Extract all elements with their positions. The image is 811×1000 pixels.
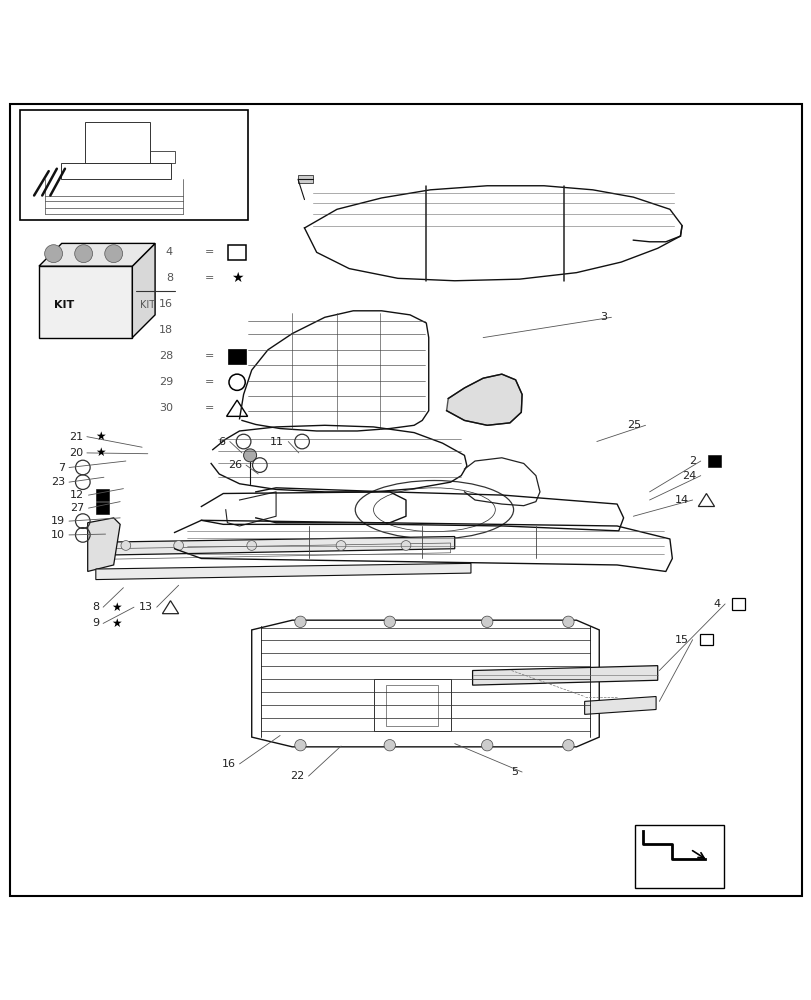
Text: 2: 2 [689, 456, 696, 466]
Text: 12: 12 [71, 490, 84, 500]
Polygon shape [88, 518, 120, 571]
Text: =: = [204, 377, 214, 387]
Bar [699, 634, 712, 645]
Circle shape [247, 541, 256, 550]
Polygon shape [584, 697, 655, 714]
Text: 4: 4 [713, 599, 720, 609]
Circle shape [481, 616, 492, 627]
Bar [707, 455, 720, 467]
Polygon shape [39, 243, 155, 266]
Text: 8: 8 [165, 273, 173, 283]
Text: 7: 7 [58, 463, 65, 473]
Bar [298, 175, 312, 183]
Circle shape [174, 541, 183, 550]
Circle shape [336, 541, 345, 550]
Bar [228, 245, 246, 260]
Circle shape [294, 740, 306, 751]
Circle shape [294, 616, 306, 627]
Polygon shape [97, 537, 454, 555]
Text: 15: 15 [674, 635, 688, 645]
Text: 16: 16 [159, 299, 173, 309]
Text: 21: 21 [69, 432, 83, 442]
Bar [385, 685, 438, 726]
Circle shape [121, 541, 131, 550]
Text: 4: 4 [165, 247, 173, 257]
Text: 13: 13 [139, 602, 152, 612]
Text: 19: 19 [51, 516, 65, 526]
Polygon shape [132, 243, 155, 338]
Bar [373, 679, 450, 731]
Circle shape [384, 740, 395, 751]
Text: 16: 16 [221, 759, 235, 769]
Text: ★: ★ [96, 446, 105, 459]
Text: 20: 20 [69, 448, 83, 458]
Polygon shape [472, 666, 657, 685]
Circle shape [562, 740, 573, 751]
Circle shape [75, 245, 92, 263]
Text: 10: 10 [51, 530, 65, 540]
Text: 5: 5 [510, 767, 517, 777]
Text: KIT: KIT [54, 300, 74, 310]
Circle shape [481, 740, 492, 751]
Bar [732, 598, 744, 610]
Text: ★: ★ [230, 271, 243, 285]
Text: 30: 30 [159, 403, 173, 413]
Text: 28: 28 [158, 351, 173, 361]
Text: 18: 18 [159, 325, 173, 335]
Bar [634, 825, 723, 888]
Text: 27: 27 [70, 503, 84, 513]
Text: 23: 23 [51, 477, 65, 487]
Text: KIT: KIT [140, 300, 156, 310]
Text: 29: 29 [158, 377, 173, 387]
Circle shape [243, 449, 256, 462]
Text: =: = [204, 351, 214, 361]
Text: 24: 24 [681, 471, 696, 481]
Polygon shape [39, 266, 132, 338]
Bar [96, 502, 109, 514]
Text: 25: 25 [627, 420, 641, 430]
Bar [20, 110, 247, 220]
Circle shape [105, 245, 122, 263]
Text: =: = [204, 247, 214, 257]
Text: ★: ★ [96, 430, 105, 443]
Text: 8: 8 [92, 602, 99, 612]
Circle shape [45, 245, 62, 263]
Text: =: = [204, 403, 214, 413]
Text: 9: 9 [92, 618, 99, 628]
Polygon shape [446, 374, 521, 425]
Bar [228, 349, 246, 364]
Circle shape [401, 541, 410, 550]
Text: 11: 11 [270, 437, 284, 447]
Bar [96, 489, 109, 501]
Text: ★: ★ [112, 601, 122, 614]
Text: 6: 6 [218, 437, 225, 447]
Polygon shape [96, 563, 470, 580]
Circle shape [562, 616, 573, 627]
Text: 3: 3 [599, 312, 607, 322]
Text: =: = [204, 273, 214, 283]
Text: 14: 14 [674, 495, 688, 505]
Text: ★: ★ [112, 617, 122, 630]
Text: 26: 26 [228, 460, 242, 470]
Text: 22: 22 [290, 771, 304, 781]
Circle shape [384, 616, 395, 627]
